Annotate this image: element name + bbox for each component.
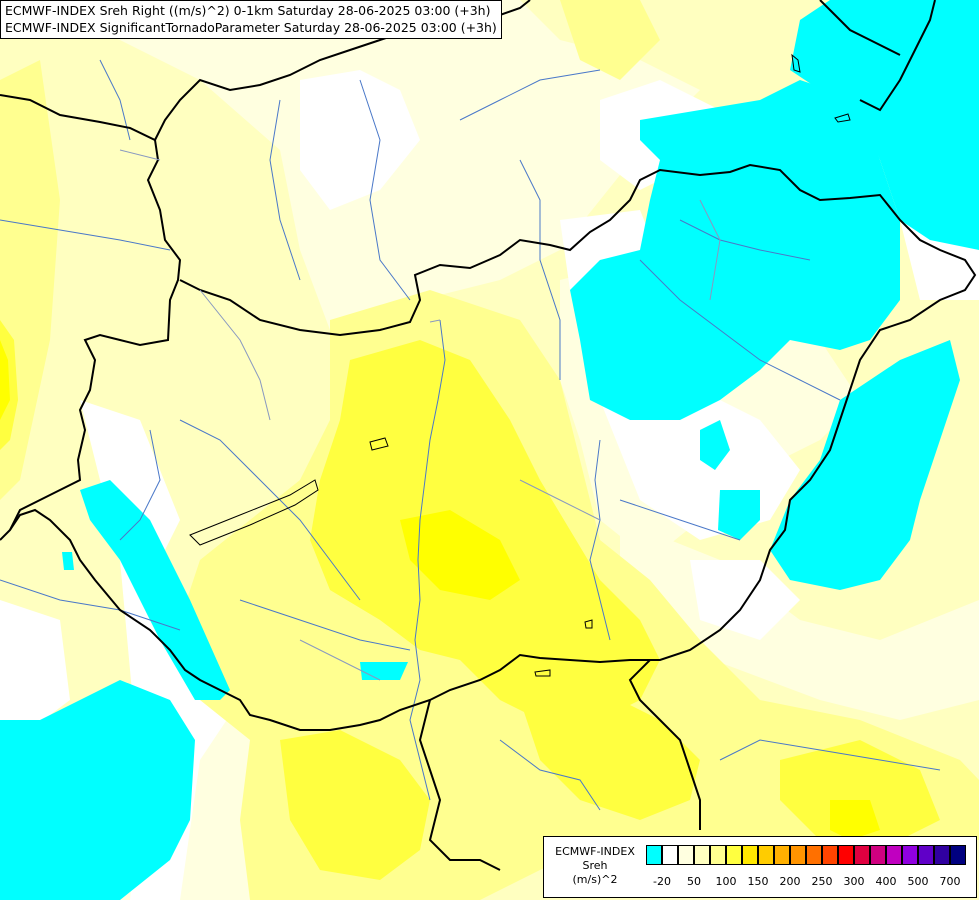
legend-swatch <box>726 845 742 865</box>
lakes <box>189 53 851 677</box>
legend-swatch <box>918 845 934 865</box>
yellow-field <box>0 320 940 880</box>
legend-swatch <box>886 845 902 865</box>
legend-tick-label: -20 <box>653 875 671 888</box>
legend-swatch <box>838 845 854 865</box>
map-title-box: ECMWF-INDEX Sreh Right ((m/s)^2) 0-1km S… <box>0 0 502 39</box>
legend-swatch <box>950 845 966 865</box>
legend-tick-label: 50 <box>687 875 701 888</box>
title-line-2: ECMWF-INDEX SignificantTornadoParameter … <box>5 20 497 35</box>
legend-tick-label: 100 <box>715 875 737 888</box>
legend-line-2: Sreh <box>582 859 608 872</box>
legend-swatch <box>662 845 678 865</box>
rivers <box>0 59 941 811</box>
legend-swatch <box>646 845 662 865</box>
title-line-1: ECMWF-INDEX Sreh Right ((m/s)^2) 0-1km S… <box>5 3 491 18</box>
legend-tick-label: 150 <box>747 875 769 888</box>
legend-tick-label: 300 <box>843 875 865 888</box>
legend-title: ECMWF-INDEX Sreh (m/s)^2 <box>546 845 644 887</box>
legend-line-3: (m/s)^2 <box>572 873 618 886</box>
country-borders <box>0 0 977 871</box>
legend-swatch <box>854 845 870 865</box>
legend-swatch <box>822 845 838 865</box>
legend-swatch <box>902 845 918 865</box>
legend-tick-label: 500 <box>907 875 929 888</box>
legend-swatch <box>934 845 950 865</box>
legend-swatch <box>742 845 758 865</box>
legend-tick-label: 250 <box>811 875 833 888</box>
legend-swatch <box>710 845 726 865</box>
legend-swatch <box>758 845 774 865</box>
legend-tick-label: 700 <box>939 875 961 888</box>
bright-yellow-core <box>0 340 880 840</box>
legend-swatch <box>790 845 806 865</box>
legend-tick-label: 400 <box>875 875 897 888</box>
legend-swatch <box>870 845 886 865</box>
region-borders <box>119 149 721 681</box>
legend-line-1: ECMWF-INDEX <box>555 845 635 858</box>
color-legend: ECMWF-INDEX Sreh (m/s)^2 -20 50 100 150 200 2… <box>543 836 977 898</box>
legend-swatch <box>694 845 710 865</box>
legend-swatch <box>678 845 694 865</box>
legend-tick-label: 200 <box>779 875 801 888</box>
legend-swatch <box>774 845 790 865</box>
legend-swatch <box>806 845 822 865</box>
